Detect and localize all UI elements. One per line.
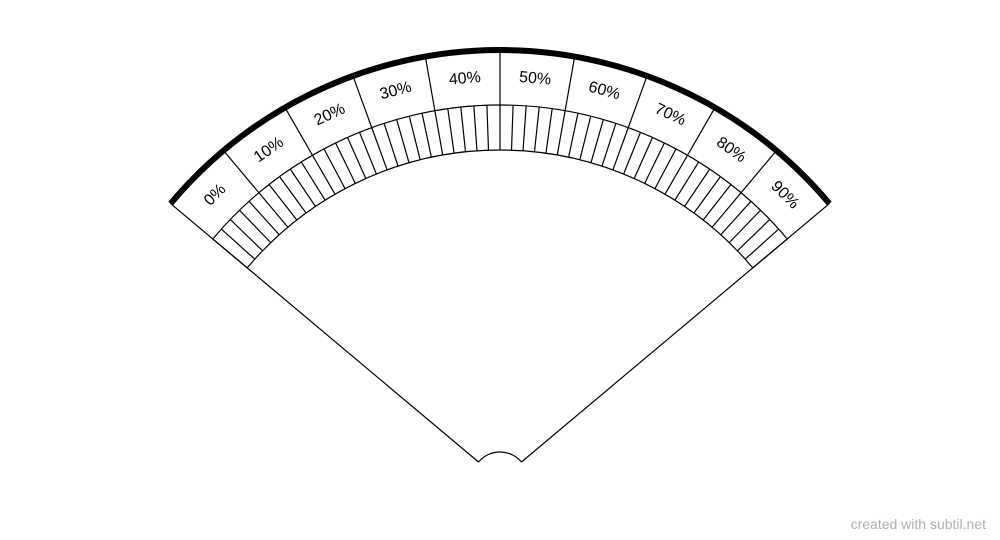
minor-tick bbox=[448, 109, 454, 154]
gauge-label: 80% bbox=[713, 134, 749, 166]
gauge-label: 90% bbox=[767, 178, 802, 213]
minor-tick-major bbox=[213, 239, 247, 268]
percentage-fan-gauge: 0% 10% 20% 30% 40% 50% 60% 70% 80% 90% bbox=[0, 0, 1000, 540]
gauge-label: 70% bbox=[652, 100, 688, 129]
minor-tick bbox=[397, 120, 409, 163]
minor-tick bbox=[685, 169, 710, 206]
minor-tick-major bbox=[613, 128, 628, 170]
minor-tick bbox=[240, 210, 271, 242]
minor-tick bbox=[360, 132, 377, 174]
minor-tick bbox=[249, 201, 279, 234]
minor-tick-major bbox=[259, 193, 288, 227]
gauge-label: 50% bbox=[518, 69, 551, 89]
gauge-label: 60% bbox=[587, 79, 622, 104]
minor-band-inner-arc bbox=[247, 150, 753, 268]
minor-tick bbox=[523, 106, 526, 151]
apex-notch bbox=[479, 452, 522, 462]
minor-tick bbox=[384, 123, 398, 166]
gauge-label: 30% bbox=[378, 79, 413, 104]
minor-tick bbox=[221, 229, 254, 259]
minor-tick bbox=[675, 162, 699, 200]
minor-tick bbox=[280, 177, 306, 213]
minor-tick-major bbox=[313, 155, 336, 194]
minor-tick bbox=[703, 184, 731, 219]
minor-tick bbox=[580, 116, 591, 160]
major-tick bbox=[425, 57, 435, 111]
minor-tick bbox=[487, 105, 489, 150]
minor-tick bbox=[591, 120, 603, 163]
minor-tick bbox=[301, 162, 325, 200]
minor-tick bbox=[512, 105, 514, 150]
minor-tick bbox=[721, 201, 751, 234]
major-tick bbox=[285, 108, 313, 156]
minor-tick bbox=[694, 177, 720, 213]
major-tick bbox=[688, 108, 716, 156]
major-tick bbox=[628, 76, 647, 128]
minor-tick bbox=[422, 113, 431, 157]
minor-tick-major bbox=[435, 111, 443, 155]
minor-tick bbox=[409, 116, 420, 160]
minor-tick bbox=[737, 220, 769, 251]
major-tick bbox=[565, 57, 575, 111]
minor-tick bbox=[602, 123, 616, 166]
minor-tick bbox=[569, 113, 578, 157]
gauge-label: 0% bbox=[201, 181, 229, 209]
credit-text: created with subtil.net bbox=[851, 516, 986, 532]
minor-tick-major bbox=[712, 193, 741, 227]
minor-tick bbox=[269, 184, 297, 219]
minor-tick bbox=[290, 169, 315, 206]
minor-tick bbox=[461, 107, 466, 152]
minor-tick bbox=[729, 210, 760, 242]
minor-tick-major bbox=[665, 155, 688, 194]
minor-tick bbox=[546, 109, 552, 154]
gauge-label: 20% bbox=[312, 100, 348, 129]
minor-tick bbox=[230, 220, 262, 251]
major-tick bbox=[353, 76, 372, 128]
minor-tick-major bbox=[753, 239, 787, 268]
minor-tick-major bbox=[557, 111, 565, 155]
minor-tick bbox=[745, 229, 778, 259]
gauge-label: 40% bbox=[448, 69, 481, 89]
minor-tick-major bbox=[372, 128, 387, 170]
minor-tick bbox=[534, 107, 539, 152]
minor-tick bbox=[624, 132, 641, 174]
gauge-label: 10% bbox=[251, 134, 287, 166]
minor-tick bbox=[474, 106, 477, 151]
